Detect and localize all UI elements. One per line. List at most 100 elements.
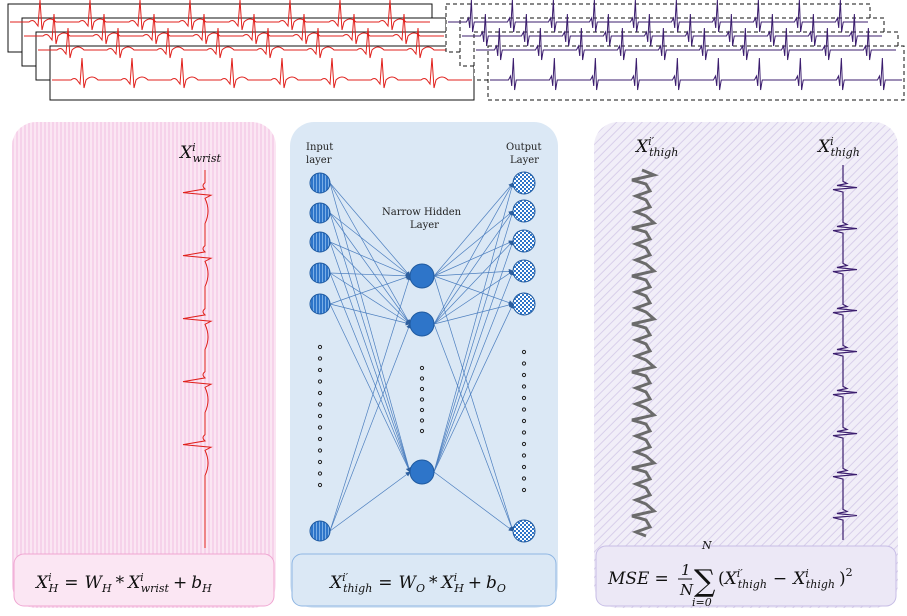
ellipsis-dot	[419, 428, 425, 434]
left-panel-bg	[12, 122, 276, 608]
ellipsis-dot	[317, 436, 323, 442]
network-edge	[433, 323, 514, 532]
left-equation-box	[13, 553, 275, 607]
hidden-layer-label-line1: Narrow Hidden	[382, 207, 462, 218]
output-node	[512, 199, 536, 223]
network-edge	[329, 241, 411, 277]
wrist-signal-label: Xi wrist	[178, 141, 221, 165]
ellipsis-dot	[521, 361, 527, 366]
mse-sum-symbol: ∑	[694, 564, 716, 599]
ellipsis-dot	[521, 418, 527, 424]
mse-frac-den: N	[679, 581, 694, 599]
middle-equation-box	[291, 553, 557, 607]
ellipsis-dot	[419, 365, 425, 371]
network-edge	[329, 275, 412, 532]
left-panel: Xi wrist Xi H = WH * Xi wrist + bH	[12, 122, 276, 608]
network-edge	[329, 272, 411, 279]
ellipsis-dot	[419, 407, 425, 413]
network-edge	[433, 182, 515, 473]
reconstructed-thigh-label: Xi′ thigh	[634, 135, 678, 159]
mse-sum-bottom: i=0	[692, 596, 712, 609]
network-edge	[433, 182, 514, 325]
output-node	[512, 259, 536, 283]
network-edge	[329, 303, 411, 473]
wrist-signal-stack	[7, 0, 475, 101]
network-edge	[433, 210, 515, 473]
hidden-node	[409, 311, 435, 337]
wrist-frame-4	[49, 45, 475, 101]
network-edge	[433, 270, 514, 473]
network-edge	[329, 272, 411, 473]
network-edge	[329, 275, 411, 305]
output-layer-label-line1: Output	[506, 142, 542, 153]
left-equation: Xi H = WH * Xi wrist + bH	[34, 571, 212, 595]
wrist-strip-wave-4	[52, 57, 472, 89]
network-edge	[433, 268, 514, 277]
ellipsis-dot	[521, 430, 527, 435]
mse-lhs: MSE =	[607, 569, 669, 589]
ellipsis-dot	[521, 372, 527, 378]
ellipsis-dot	[317, 344, 323, 350]
middle-panel: Input layer Output Layer Narrow Hidden L…	[290, 122, 558, 608]
ellipsis-dot	[419, 418, 425, 423]
network-edge	[329, 182, 411, 325]
network-edge	[329, 323, 411, 532]
output-node	[512, 292, 536, 316]
ellipsis-dot	[521, 349, 527, 355]
hidden-node	[409, 263, 435, 289]
ellipsis-dot	[317, 379, 323, 384]
network-edge	[433, 275, 515, 532]
network-edge	[329, 182, 411, 277]
target-thigh-signal	[832, 165, 858, 540]
ellipsis-dot	[317, 425, 323, 430]
wrist-strip-wave-1	[10, 0, 430, 31]
network-edge	[329, 241, 411, 325]
network-edge	[433, 302, 514, 325]
ellipsis-dot	[317, 413, 323, 419]
network-edge	[433, 303, 514, 473]
wrist-strip-wave-2	[24, 13, 444, 45]
thigh-strip-wave-1	[448, 0, 868, 33]
input-layer-label-line1: Input	[306, 142, 333, 153]
ellipsis-dot	[317, 471, 323, 476]
input-layer-label-line2: layer	[306, 155, 332, 166]
hidden-node	[409, 459, 435, 485]
mse-terms: (Xi′ thigh − Xi thigh)2	[718, 566, 853, 591]
network-edge	[433, 240, 514, 473]
middle-panel-bg	[290, 122, 558, 608]
ellipsis-dot	[317, 448, 323, 453]
ellipsis-dot	[521, 464, 527, 470]
network-nodes	[309, 171, 536, 543]
output-layer-label-line2: Layer	[510, 155, 539, 166]
input-node	[309, 262, 331, 284]
network-connections	[329, 182, 515, 532]
ellipsis-dot	[419, 397, 425, 402]
wrist-strip-wave-3	[38, 27, 458, 59]
mse-equation: MSE = 1 N N ∑ i=0 (Xi′ thigh − Xi thigh)2	[607, 539, 853, 609]
ellipsis-dot	[419, 386, 425, 392]
right-panel-bg	[594, 122, 898, 608]
ellipsis-dot	[317, 402, 323, 407]
network-edge	[433, 210, 514, 277]
network-edge	[433, 471, 514, 532]
network-edge	[329, 212, 411, 325]
network-edge	[433, 182, 514, 277]
network-edge	[433, 210, 514, 325]
ellipsis-dot	[521, 476, 527, 481]
network-edge	[433, 240, 514, 277]
output-node	[512, 171, 536, 195]
ellipsis-dot	[317, 356, 323, 361]
network-edge	[329, 241, 411, 473]
target-thigh-label: Xi thigh	[816, 135, 860, 159]
input-node	[309, 202, 331, 224]
ellipsis-dot	[317, 367, 323, 373]
reconstructed-thigh-signal	[631, 168, 659, 538]
input-node	[309, 172, 331, 194]
ellipsis-dot	[521, 407, 527, 412]
network-edge	[329, 303, 411, 326]
thigh-strip-wave-4	[490, 57, 902, 91]
network-edge	[329, 471, 411, 532]
network-edge	[433, 275, 514, 305]
thigh-frame-4	[487, 45, 905, 101]
